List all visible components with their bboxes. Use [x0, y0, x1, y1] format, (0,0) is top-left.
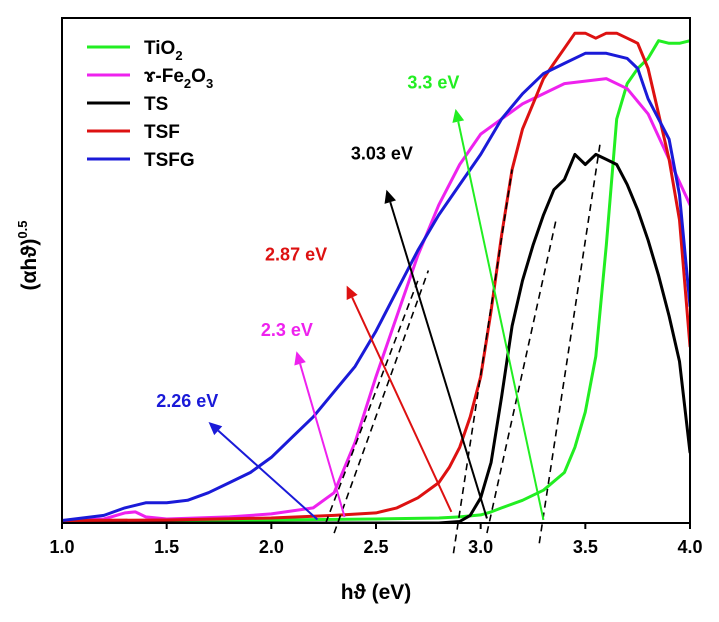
tangent-line-2 — [333, 270, 430, 534]
legend-label-tsfg: TSFG — [144, 150, 195, 171]
annotation-layer: 2.26 eV 2.3 eV 2.87 eV 3.03 eV 3.3 eV — [156, 73, 545, 521]
gap-arrow-shaft-2 — [299, 363, 346, 518]
y-axis-title-exponent: 0.5 — [15, 220, 30, 238]
series-line-tsfg — [62, 51, 690, 522]
legend: TiO2 ɤ-Fe2O3 TS TSF TSFG — [87, 38, 213, 171]
gap-label-5: 3.3 eV — [407, 73, 459, 93]
gap-label-3: 2.87 eV — [265, 244, 327, 264]
x-tick-label: 4.0 — [677, 537, 702, 557]
gap-arrow-head-1 — [208, 422, 223, 436]
y-axis-title: (αhϑ)0.5 — [15, 220, 41, 290]
legend-label-fe2o3: ɤ-Fe2O3 — [144, 66, 213, 91]
tangent-line-5 — [538, 144, 601, 544]
series-layer — [62, 31, 690, 523]
tangent-layer — [325, 144, 601, 554]
gap-label-2: 2.3 eV — [261, 320, 313, 340]
legend-label-tsf: TSF — [144, 122, 180, 143]
x-tick-label: 3.5 — [573, 537, 598, 557]
tangent-line-3 — [452, 169, 513, 554]
series-line-tsf — [62, 31, 690, 522]
x-axis-title: hϑ (eV) — [341, 581, 412, 604]
legend-label-ts: TS — [144, 94, 168, 115]
series-line-fe2o3 — [62, 77, 690, 522]
tangent-line-4 — [486, 219, 557, 534]
series-line-ts — [62, 152, 690, 523]
x-tick-label: 3.0 — [468, 537, 493, 557]
gap-label-4: 3.03 eV — [351, 143, 413, 163]
series-line-tio2 — [62, 39, 690, 522]
x-tick-label: 2.0 — [259, 537, 284, 557]
x-tick-label: 1.0 — [49, 537, 74, 557]
gap-label-1: 2.26 eV — [156, 391, 218, 411]
x-axis-ticks: 1.0 1.5 2.0 2.5 3.0 3.5 4.0 — [49, 523, 703, 557]
gap-arrow-head-5 — [452, 108, 465, 123]
gap-arrow-head-4 — [384, 189, 397, 204]
gap-arrow-shaft-3 — [351, 297, 453, 513]
tangent-line-1 — [325, 280, 419, 524]
gap-arrow-head-2 — [294, 351, 306, 366]
gap-arrow-shaft-5 — [457, 121, 545, 521]
gap-arrow-shaft-4 — [389, 201, 488, 519]
x-tick-label: 2.5 — [363, 537, 388, 557]
x-tick-label: 1.5 — [154, 537, 179, 557]
gap-arrow-shaft-1 — [217, 429, 319, 521]
legend-label-tio2: TiO2 — [144, 38, 183, 63]
gap-arrow-head-3 — [346, 285, 358, 300]
y-axis-title-main: (αhϑ) — [18, 239, 41, 291]
